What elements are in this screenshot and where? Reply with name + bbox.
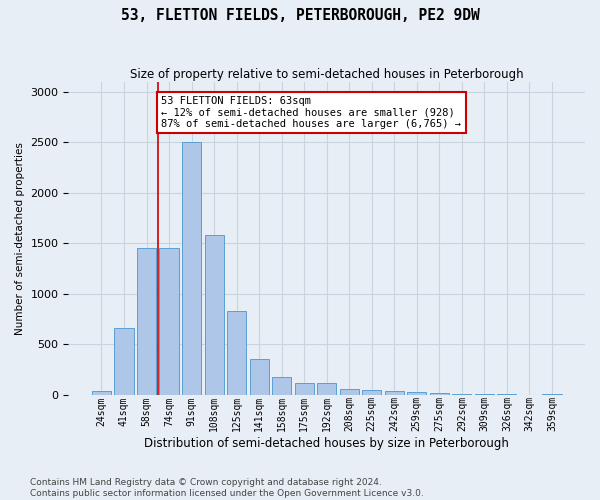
- Bar: [250, 360, 269, 395]
- Text: 53, FLETTON FIELDS, PETERBOROUGH, PE2 9DW: 53, FLETTON FIELDS, PETERBOROUGH, PE2 9D…: [121, 8, 479, 22]
- Title: Size of property relative to semi-detached houses in Peterborough: Size of property relative to semi-detach…: [130, 68, 524, 80]
- Bar: [385, 392, 404, 395]
- Bar: [362, 390, 382, 395]
- Y-axis label: Number of semi-detached properties: Number of semi-detached properties: [15, 142, 25, 334]
- Bar: [407, 392, 427, 395]
- Bar: [295, 382, 314, 395]
- Bar: [182, 142, 201, 395]
- Bar: [137, 248, 156, 395]
- Bar: [160, 248, 179, 395]
- Bar: [115, 328, 134, 395]
- Bar: [542, 394, 562, 395]
- X-axis label: Distribution of semi-detached houses by size in Peterborough: Distribution of semi-detached houses by …: [144, 437, 509, 450]
- Bar: [475, 394, 494, 395]
- Bar: [452, 394, 472, 395]
- Bar: [317, 382, 336, 395]
- Text: 53 FLETTON FIELDS: 63sqm
← 12% of semi-detached houses are smaller (928)
87% of : 53 FLETTON FIELDS: 63sqm ← 12% of semi-d…: [161, 96, 461, 129]
- Bar: [205, 235, 224, 395]
- Bar: [497, 394, 517, 395]
- Bar: [340, 388, 359, 395]
- Bar: [227, 311, 246, 395]
- Text: Contains HM Land Registry data © Crown copyright and database right 2024.
Contai: Contains HM Land Registry data © Crown c…: [30, 478, 424, 498]
- Bar: [92, 391, 111, 395]
- Bar: [430, 393, 449, 395]
- Bar: [272, 377, 291, 395]
